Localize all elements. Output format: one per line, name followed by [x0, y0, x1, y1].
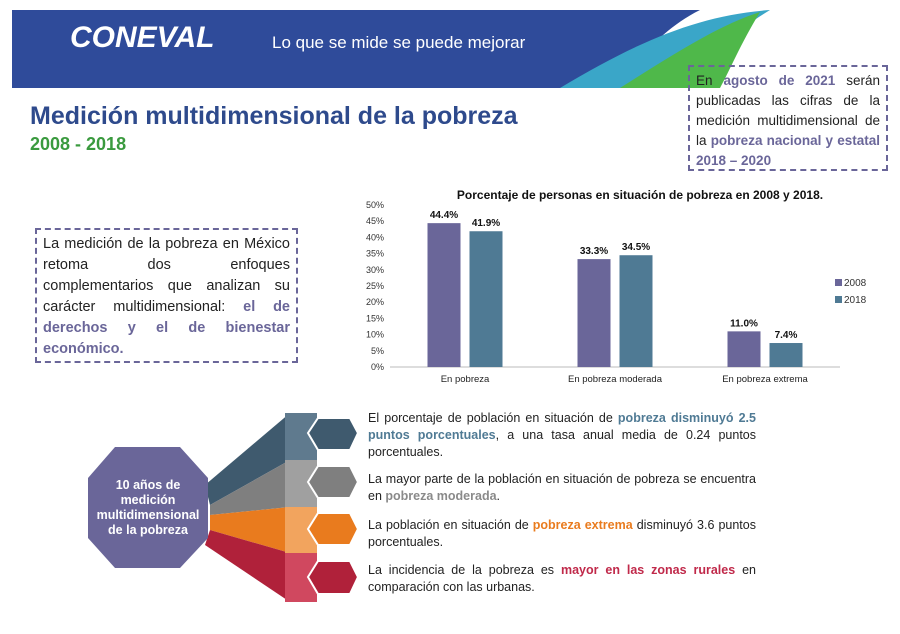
- y-tick-label: 10%: [366, 330, 384, 340]
- tagline: Lo que se mide se puede mejorar: [272, 33, 526, 52]
- tier-badge: [306, 512, 360, 546]
- text: El porcentaje de población en situación …: [368, 411, 618, 425]
- text: En: [696, 73, 724, 88]
- summary-item: La mayor parte de la población en situac…: [368, 471, 756, 505]
- legend-swatch: [835, 279, 842, 286]
- value-label: 44.4%: [430, 210, 458, 221]
- emphasis: agosto de 2021: [723, 73, 836, 88]
- y-tick-label: 25%: [366, 281, 384, 291]
- bar: [619, 255, 653, 367]
- text: La incidencia de la pobreza es: [368, 563, 561, 577]
- chart-title: Porcentaje de personas en situación de p…: [457, 188, 823, 202]
- text: disminuyó 3.6 puntos porcentuales.: [368, 518, 756, 549]
- y-tick-label: 45%: [366, 216, 384, 226]
- bar: [469, 231, 503, 367]
- tier-badge: [306, 465, 360, 499]
- tier: [210, 507, 290, 553]
- y-tick-label: 50%: [366, 200, 384, 210]
- header-band: [12, 10, 700, 88]
- x-tick-label: En pobreza: [441, 374, 490, 385]
- emphasis: pobreza nacional y estatal 2018 – 2020: [696, 133, 880, 168]
- tier: [205, 530, 290, 602]
- tier: [205, 413, 290, 505]
- text: en comparación con las urbanas.: [368, 563, 756, 594]
- logo: CONEVAL: [70, 21, 214, 54]
- emphasis: pobreza moderada: [385, 489, 497, 503]
- value-label: 7.4%: [775, 330, 798, 341]
- emphasis: mayor en las zonas rurales: [560, 563, 736, 577]
- value-label: 11.0%: [730, 318, 758, 329]
- legend-label: 2008: [844, 278, 867, 289]
- header-swoosh: [620, 12, 760, 88]
- tier-badge: [306, 560, 360, 595]
- emphasis: pobreza extrema: [532, 518, 633, 532]
- bar: [769, 343, 803, 367]
- summary-item: La población en situación de pobreza ext…: [368, 517, 756, 551]
- notice-box: En agosto de 2021 serán publicadas las c…: [688, 65, 888, 171]
- y-tick-label: 40%: [366, 232, 384, 242]
- summary-item: El porcentaje de población en situación …: [368, 410, 756, 461]
- x-tick-label: En pobreza moderada: [568, 374, 663, 385]
- tier: [210, 460, 290, 515]
- value-label: 34.5%: [622, 242, 650, 253]
- emphasis: pobreza disminuyó 2.5 puntos porcentuale…: [368, 411, 756, 442]
- text: serán publicadas las cifras de la medici…: [696, 73, 880, 148]
- text: .: [496, 489, 501, 503]
- bar: [577, 259, 611, 367]
- text: La mayor parte de la población en situac…: [368, 472, 756, 503]
- legend-label: 2018: [844, 295, 867, 306]
- subtitle: 2008 - 2018: [30, 134, 126, 154]
- y-tick-label: 20%: [366, 297, 384, 307]
- text: La medición de la pobreza en México reto…: [43, 236, 290, 315]
- value-label: 33.3%: [580, 246, 608, 257]
- text: La población en situación de: [368, 518, 533, 532]
- y-tick-label: 5%: [371, 346, 384, 356]
- tier-badge: [306, 417, 360, 451]
- y-tick-label: 35%: [366, 249, 384, 259]
- bar: [727, 331, 761, 367]
- value-label: 41.9%: [472, 218, 500, 229]
- y-tick-label: 0%: [371, 362, 384, 372]
- y-tick-label: 30%: [366, 265, 384, 275]
- title: Medición multidimensional de la pobreza: [30, 102, 519, 130]
- emphasis: el de derechos y el de bienestar económi…: [43, 299, 290, 357]
- y-tick-label: 15%: [366, 313, 384, 323]
- intro-box: La medición de la pobreza en México reto…: [35, 228, 298, 363]
- summary-graphic: [88, 413, 360, 602]
- header-swoosh: [560, 10, 770, 88]
- bar: [427, 223, 461, 367]
- hub: [88, 447, 208, 568]
- summary-item: La incidencia de la pobreza es mayor en …: [368, 562, 756, 596]
- text: , a una tasa anual media de 0.24 puntos …: [368, 428, 756, 459]
- legend-swatch: [835, 296, 842, 303]
- x-tick-label: En pobreza extrema: [722, 374, 808, 385]
- hub-label: 10 años de medición multidimensional de …: [96, 478, 200, 537]
